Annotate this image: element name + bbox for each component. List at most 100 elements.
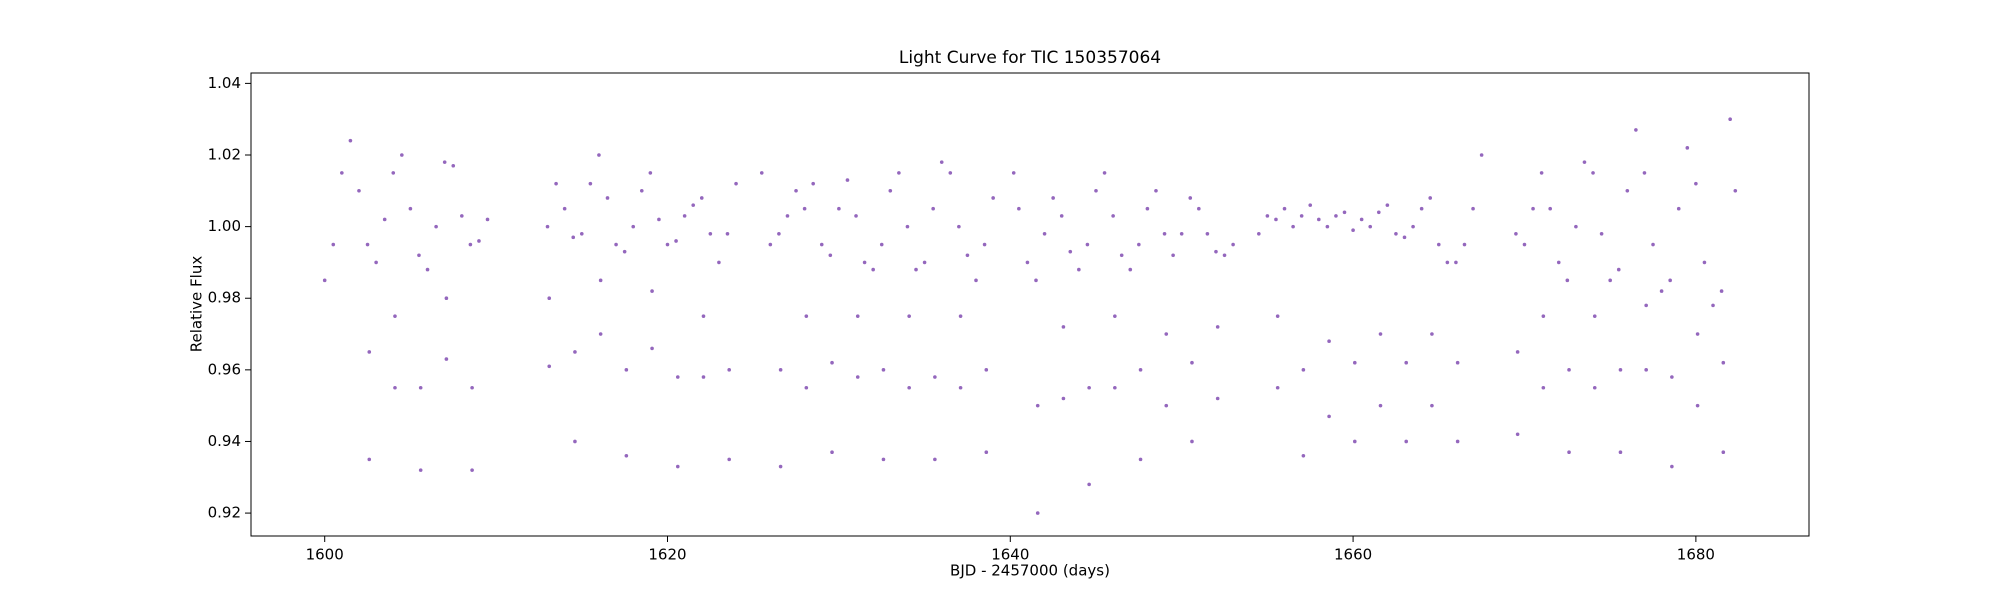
data-point — [1317, 217, 1321, 222]
data-point — [957, 224, 961, 229]
data-point — [804, 385, 809, 390]
data-point — [933, 457, 937, 462]
data-point — [1368, 224, 1373, 229]
data-point — [562, 206, 567, 211]
data-point — [650, 346, 654, 351]
data-point — [1376, 210, 1381, 215]
data-point — [802, 206, 807, 211]
data-point — [1567, 450, 1571, 455]
data-point — [393, 385, 397, 390]
data-point — [1670, 464, 1674, 469]
data-point — [1190, 439, 1194, 444]
data-point — [1695, 332, 1700, 336]
data-point — [1301, 368, 1306, 372]
data-point — [931, 206, 935, 211]
data-point — [701, 314, 706, 318]
data-point — [1138, 368, 1143, 372]
y-axis-label: Relative Flux — [188, 256, 206, 353]
data-point — [1325, 224, 1330, 229]
data-point — [1042, 231, 1047, 236]
data-point — [1411, 224, 1415, 229]
data-point — [1644, 368, 1648, 372]
data-point — [811, 181, 815, 186]
data-point — [1035, 511, 1040, 515]
data-point — [374, 260, 378, 265]
data-point — [631, 224, 636, 229]
data-point — [573, 439, 577, 444]
data-point — [588, 181, 593, 186]
data-point — [622, 249, 627, 254]
data-point — [855, 375, 860, 379]
data-point — [939, 160, 944, 164]
data-point — [984, 450, 989, 455]
data-point — [1608, 278, 1612, 283]
data-point — [1445, 260, 1450, 265]
data-point — [888, 189, 893, 193]
data-point — [418, 468, 423, 472]
data-point — [545, 224, 550, 229]
data-point — [1711, 303, 1715, 308]
data-point — [1574, 224, 1578, 229]
data-point — [1539, 171, 1544, 175]
data-point — [1385, 203, 1390, 207]
y-tick-label: 1.04 — [208, 74, 241, 92]
data-point — [1402, 235, 1407, 240]
data-point — [717, 260, 721, 265]
data-point — [1676, 206, 1681, 211]
data-point — [1171, 253, 1175, 258]
data-point — [400, 153, 404, 157]
data-point — [571, 235, 576, 240]
axes-frame — [250, 72, 1810, 537]
data-point — [1436, 242, 1441, 247]
data-point — [871, 267, 875, 272]
data-point — [598, 332, 603, 336]
data-point — [1035, 403, 1040, 408]
data-point — [391, 171, 396, 175]
data-point — [759, 171, 764, 175]
chart-title: Light Curve for TIC 150357064 — [899, 48, 1161, 68]
data-point — [665, 242, 670, 247]
data-point — [778, 464, 783, 469]
data-point — [1616, 267, 1621, 272]
data-point — [1164, 332, 1169, 336]
data-point — [974, 278, 978, 283]
data-point — [1592, 385, 1597, 390]
data-point — [468, 242, 473, 247]
data-point — [1068, 249, 1073, 254]
data-point — [1077, 267, 1081, 272]
data-point — [1197, 206, 1201, 211]
data-point — [1582, 160, 1587, 164]
data-point — [1282, 206, 1287, 211]
data-point — [1222, 253, 1227, 258]
y-tick-label: 0.96 — [208, 360, 241, 378]
y-tick-label: 1.00 — [208, 217, 241, 235]
data-point — [1162, 231, 1167, 236]
data-point — [837, 206, 841, 211]
data-point — [1087, 385, 1091, 390]
data-point — [1479, 153, 1484, 157]
data-point — [830, 450, 834, 455]
data-point — [845, 178, 850, 182]
x-tick-label: 1680 — [1677, 546, 1715, 564]
data-point — [1685, 146, 1690, 150]
x-tick-label: 1660 — [1334, 546, 1372, 564]
data-point — [547, 296, 552, 301]
data-point — [624, 453, 629, 458]
data-point — [1471, 206, 1475, 211]
data-point — [1592, 314, 1597, 318]
data-point — [1618, 368, 1623, 372]
data-point — [1111, 214, 1115, 218]
data-point — [434, 224, 438, 229]
data-point — [1351, 228, 1355, 232]
data-point — [1659, 289, 1664, 293]
data-point — [701, 375, 706, 379]
data-point — [828, 253, 833, 258]
data-point — [382, 217, 387, 222]
data-point — [1179, 231, 1184, 236]
data-point — [682, 214, 687, 218]
data-point — [547, 364, 552, 369]
data-point — [1087, 482, 1091, 487]
data-point — [365, 242, 370, 247]
